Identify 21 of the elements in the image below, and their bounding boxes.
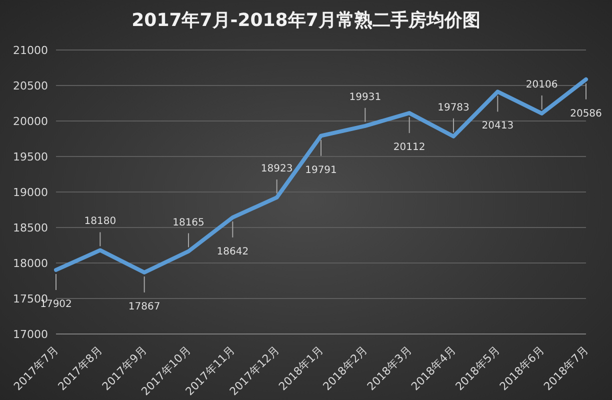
y-tick-label: 19000 [13, 186, 48, 199]
data-label: 18923 [260, 163, 293, 174]
data-label: 20586 [570, 108, 602, 120]
y-tick-label: 18500 [13, 221, 48, 234]
chart-title: 2017年7月-2018年7月常熟二手房均价图 [130, 9, 482, 32]
data-label: 19931 [349, 92, 382, 103]
data-label: 20106 [526, 79, 558, 90]
data-label: 19783 [438, 102, 470, 114]
y-tick-label: 20000 [13, 114, 48, 128]
y-tick-label: 19500 [13, 150, 48, 164]
data-label: 18642 [216, 246, 249, 258]
data-label: 18180 [84, 216, 116, 228]
y-tick-label: 17000 [13, 328, 48, 341]
data-label: 17867 [128, 301, 160, 312]
y-tick-label: 20500 [13, 79, 48, 92]
data-label: 18165 [172, 217, 204, 228]
data-label: 20112 [393, 142, 426, 154]
data-label: 19791 [305, 164, 337, 176]
data-label: 20413 [482, 120, 514, 132]
y-tick-label: 21000 [13, 44, 48, 57]
y-tick-label: 18000 [13, 256, 48, 270]
